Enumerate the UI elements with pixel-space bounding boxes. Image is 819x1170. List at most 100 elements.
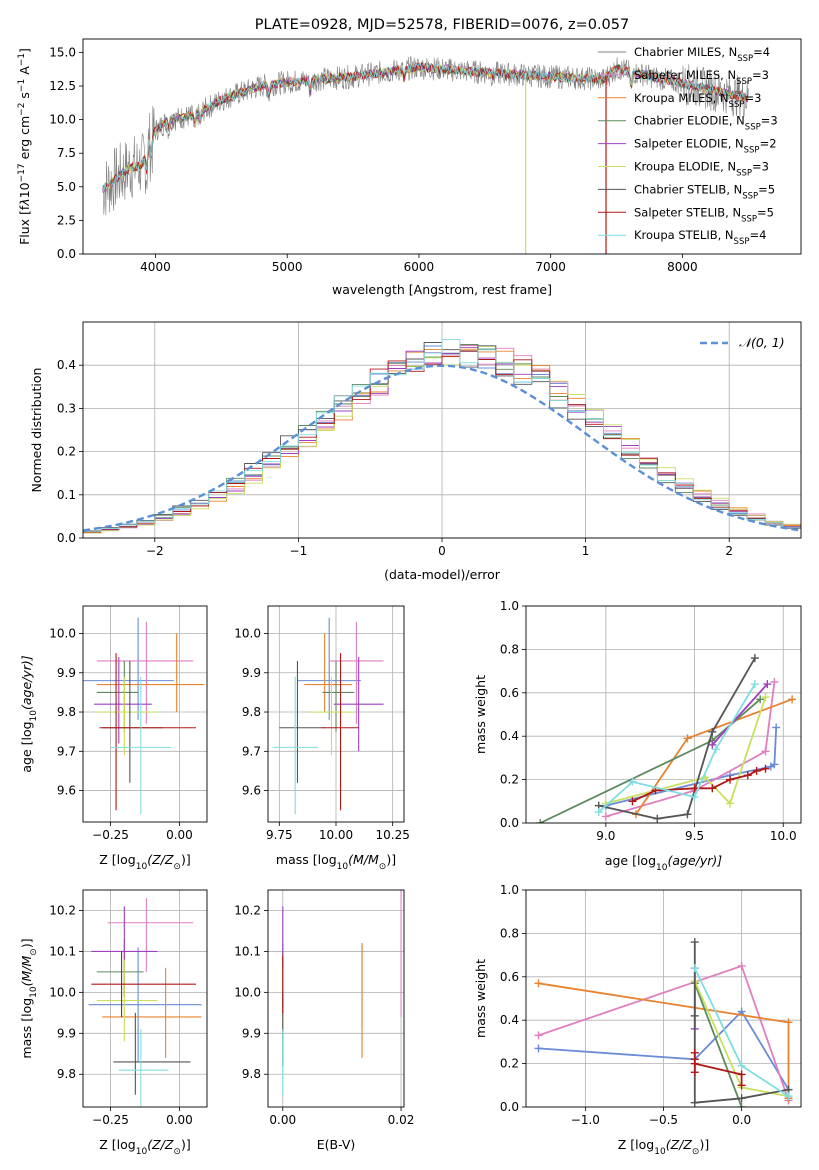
- legend-entry-sub: SSP: [745, 123, 761, 133]
- y-tick-label: 1.0: [500, 883, 519, 897]
- x-tick-label: −1.0: [571, 1113, 600, 1127]
- legend-entry-sub: SSP: [729, 100, 745, 110]
- y-tick-label: 1.0: [500, 599, 519, 613]
- mass-vs-Z-y-label-part: 10: [29, 986, 39, 998]
- legend-entry: Chabrier STELIB, NSSP=5: [634, 182, 775, 201]
- spectrum-y-label-part: s: [17, 92, 32, 103]
- spectrum-y-label-part: ]: [17, 48, 32, 53]
- residual-panel: −2 −1 0 1 2 0.0 0.1 0.2 0.3 0.4 (data-model)/error…: [29, 321, 802, 582]
- spectrum-y-label-part: Flux [f: [17, 205, 32, 245]
- age-vs-mass-x-label-part: (M/M: [348, 852, 379, 867]
- spectrum-y-label: Flux [fλ10−17 erg cm−2 s−1 A−1]: [17, 48, 32, 245]
- spectrum-data-line: [102, 56, 749, 216]
- spectrum-title: PLATE=0928, MJD=52578, FIBERID=0076, z=0…: [255, 17, 629, 33]
- y-tick-label: 0.0: [57, 531, 76, 545]
- mass-vs-ebv-x-label: E(B-V): [317, 1137, 356, 1152]
- y-tick-label: 7.5: [57, 146, 76, 160]
- x-tick-label: 9.0: [596, 829, 615, 843]
- legend-entry: Salpeter STELIB, NSSP=5: [634, 205, 774, 224]
- axes-frame: [267, 889, 405, 1108]
- mass-vs-Z-x-label-part: 10: [136, 1147, 148, 1157]
- x-tick-label: 7000: [535, 260, 566, 274]
- y-tick-label: 0.0: [57, 247, 76, 261]
- legend-entry-tail: =4: [749, 228, 766, 242]
- x-tick-label: −1: [290, 544, 308, 558]
- spectrum-model-line: [102, 62, 748, 193]
- x-tick-label: −0.5: [649, 1113, 678, 1127]
- legend-entry-base: Salpeter ELODIE, N: [634, 137, 744, 151]
- age-vs-mass-x-label-part: mass [log: [276, 852, 337, 867]
- figure-panels: 4000 5000 6000 7000 80000.02.55.07.510.012.5…: [17, 17, 802, 1157]
- weight-vs-age-x-label-part: age [log: [605, 853, 656, 868]
- axes-frame: [525, 889, 802, 1108]
- x-tick-label: 5000: [272, 260, 303, 274]
- x-tick-label: 9.75: [266, 828, 293, 842]
- age-vs-Z-y-label: age [log10(age/yr)]: [19, 655, 39, 772]
- weight-vs-age-x-label-part: 10: [656, 863, 668, 873]
- age-vs-mass-x-label-part: ⊙: [379, 862, 387, 872]
- weight-vs-age-y-label: mass weight: [473, 675, 488, 754]
- x-tick-label: 0.00: [166, 1113, 193, 1127]
- legend-entry-sub: SSP: [736, 169, 752, 179]
- spectrum-y-label-part: λ: [17, 198, 32, 206]
- age-vs-mass-x-label-part: 10: [337, 862, 349, 872]
- y-tick-label: 10.0: [49, 985, 76, 999]
- age-vs-Z-panel: −0.25 0.009.69.79.89.910.0Z [log10(Z/Z⊙)]…: [19, 605, 208, 872]
- weight-vs-Z-x-label-part: )]: [699, 1137, 709, 1152]
- y-tick-label: 0.4: [57, 358, 76, 372]
- y-tick-label: 9.9: [242, 666, 261, 680]
- mass-vs-Z-y-label-part: )]: [19, 938, 34, 948]
- y-tick-label: 9.9: [57, 666, 76, 680]
- legend-entry-tail: =2: [760, 137, 777, 151]
- weight-vs-Z-x-label-part: 10: [654, 1147, 666, 1157]
- residual-y-label: Normed distribution: [29, 368, 44, 493]
- legend-entry-sub: SSP: [742, 191, 758, 201]
- y-tick-label: 9.9: [57, 1026, 76, 1040]
- y-tick-label: 0.8: [500, 926, 519, 940]
- mass-vs-Z-x-label-part: )]: [181, 1137, 191, 1152]
- mass-weight-line: [605, 681, 776, 818]
- legend-entry-base: Kroupa STELIB, N: [634, 228, 734, 242]
- weight-vs-age-panel: 9.0 9.5 10.0 0.0 0.2 0.4 0.6 0.8 1.0 age [log10(a…: [473, 599, 802, 873]
- plot-area: [102, 56, 749, 254]
- legend-entry-tail: =4: [753, 45, 770, 59]
- x-tick-label: 0.02: [388, 1113, 415, 1127]
- axes-frame: [82, 321, 802, 539]
- x-tick-label: 8000: [667, 260, 698, 274]
- legend-entry-base: Salpeter MILES, N: [634, 68, 736, 82]
- mass-vs-Z-y-label-part: mass [log: [19, 998, 34, 1059]
- residual-x-label: (data-model)/error: [384, 567, 501, 582]
- x-tick-label: 6000: [404, 260, 435, 274]
- x-tick-label: −2: [146, 544, 164, 558]
- age-vs-Z-y-label-part: (age/yr)]: [19, 655, 34, 710]
- weight-vs-Z-x-label-part: Z [log: [618, 1137, 654, 1152]
- legend-entry-tail: =5: [758, 182, 775, 196]
- legend-entry-sub: SSP: [744, 146, 760, 156]
- spectrum-y-label-part: −17: [17, 163, 27, 182]
- weight-vs-Z-x-label-part: (Z/Z: [666, 1137, 693, 1152]
- y-tick-label: 15.0: [49, 45, 76, 59]
- mass-weight-line: [711, 683, 768, 746]
- y-tick-label: 10.0: [234, 626, 261, 640]
- y-tick-label: 0.2: [500, 773, 519, 787]
- age-vs-Z-x-label-part: )]: [181, 852, 191, 867]
- legend-entry-base: Salpeter STELIB, N: [634, 205, 741, 219]
- weight-vs-age-x-label-part: (age/yr)]: [667, 853, 722, 868]
- y-tick-label: 5.0: [57, 180, 76, 194]
- y-tick-label: 0.2: [500, 1057, 519, 1071]
- y-tick-label: 9.9: [242, 1026, 261, 1040]
- y-tick-label: 9.8: [242, 705, 261, 719]
- axes-frame: [267, 605, 405, 823]
- legend-entry: 𝒩(0, 1): [739, 335, 785, 350]
- spectrum-panel: 4000 5000 6000 7000 8000 0.0 2.5 5.0 7.5 10.0 12.5…: [17, 17, 802, 297]
- x-tick-label: 10.0: [770, 829, 797, 843]
- mass-vs-Z-x-label-part: ⊙: [173, 1147, 181, 1157]
- legend-entry-tail: =3: [752, 68, 769, 82]
- legend-entry-tail: =3: [744, 91, 761, 105]
- x-tick-label: 0.0: [732, 1113, 751, 1127]
- x-tick-label: 4000: [140, 260, 171, 274]
- y-tick-label: 10.1: [234, 944, 261, 958]
- legend-entry: Salpeter MILES, NSSP=3: [634, 68, 769, 87]
- plot-area: [534, 938, 793, 1107]
- legend-entry-base: Chabrier MILES, N: [634, 45, 737, 59]
